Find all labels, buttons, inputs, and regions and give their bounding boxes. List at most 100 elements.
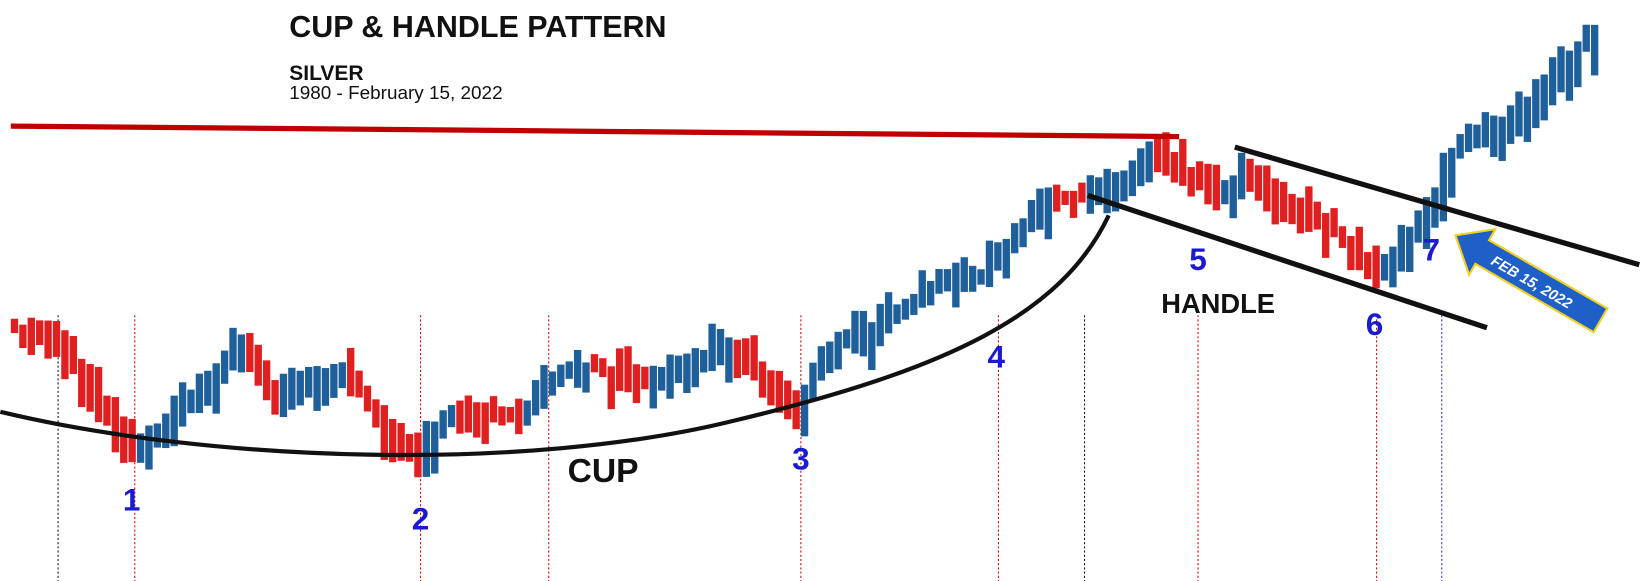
price-bar (481, 402, 489, 444)
price-bar (985, 240, 994, 288)
price-bar (1582, 24, 1590, 52)
price-bar (1397, 224, 1405, 272)
price-bar (304, 366, 313, 398)
price-bar (1322, 212, 1330, 258)
price-bar (1464, 123, 1473, 153)
price-bar (792, 390, 800, 430)
price-bar (1389, 246, 1397, 288)
price-bar (1473, 124, 1481, 149)
price-bar (162, 413, 170, 449)
price-bar (590, 354, 599, 373)
price-bar (1305, 186, 1313, 232)
price-bar (607, 366, 615, 410)
price-bar (817, 346, 826, 381)
price-bar (926, 280, 935, 306)
price-bar (1145, 141, 1153, 183)
price-bar (111, 397, 120, 453)
price-bar (649, 365, 657, 409)
price-bar (1372, 245, 1380, 289)
price-bar (1069, 190, 1078, 218)
price-bar (363, 385, 372, 412)
price-bar (498, 406, 506, 426)
price-bar (229, 327, 237, 371)
price-bar (313, 366, 321, 411)
price-bar (708, 323, 716, 372)
price-bar (473, 402, 481, 438)
price-bar (1162, 132, 1170, 176)
price-bar (347, 347, 355, 397)
price-bar (691, 348, 699, 388)
price-bar (321, 368, 330, 406)
price-bar (380, 405, 388, 460)
price-bar (204, 370, 212, 406)
price-bar (136, 433, 145, 463)
price-bar (935, 269, 943, 294)
point-label: 6 (1366, 306, 1384, 342)
price-bar (918, 270, 926, 308)
price-bar (422, 420, 431, 477)
price-bar (1111, 172, 1120, 212)
price-bar (742, 338, 750, 375)
price-bar (170, 395, 178, 447)
price-bar (128, 418, 136, 463)
price-bar (658, 366, 666, 391)
subtitle: SILVER (289, 62, 363, 85)
price-bar (178, 382, 187, 427)
price-bar (1011, 223, 1019, 254)
price-bar (943, 269, 952, 292)
price-bar (237, 334, 246, 373)
price-bar (515, 398, 523, 435)
price-bar (1187, 166, 1195, 197)
price-bar (1330, 208, 1338, 238)
price-bar (195, 373, 204, 414)
price-bar (784, 380, 792, 420)
price-bar (758, 361, 767, 398)
resistance-line (10, 123, 1180, 140)
price-bar (489, 396, 498, 423)
price-bar (884, 292, 893, 334)
price-bar (1590, 24, 1599, 76)
price-bar (288, 367, 296, 410)
price-bar (36, 320, 44, 346)
price-bar (1061, 190, 1069, 205)
price-bar (1439, 152, 1448, 222)
price-bar (1044, 187, 1052, 240)
price-bar (1204, 163, 1212, 205)
price-bar (876, 303, 884, 347)
price-bar (1296, 197, 1305, 234)
price-bar (61, 330, 69, 380)
price-bar (1053, 184, 1061, 212)
price-bar (1170, 151, 1179, 183)
price-bar (447, 405, 456, 428)
price-bar (910, 293, 918, 315)
price-bar (725, 337, 733, 383)
price-bar (901, 298, 910, 320)
title: CUP & HANDLE PATTERN (289, 10, 666, 44)
price-bar (800, 384, 809, 437)
point-label: 4 (988, 339, 1006, 375)
price-bar (439, 410, 447, 439)
price-bar (1406, 226, 1414, 272)
price-bar (1338, 226, 1347, 248)
price-bar (599, 358, 607, 378)
price-bar (19, 324, 27, 349)
price-bar (10, 318, 19, 334)
price-bar (674, 355, 683, 383)
price-bar (1380, 254, 1389, 281)
price-bar (1540, 74, 1548, 121)
price-bar (1532, 79, 1540, 129)
price-bar (1019, 218, 1027, 248)
price-bar (1128, 160, 1137, 197)
price-bar (1414, 210, 1422, 243)
price-bar (700, 349, 708, 373)
price-bar (716, 329, 725, 366)
price-bar (372, 399, 380, 428)
price-bar (775, 370, 784, 413)
price-bar (1271, 178, 1279, 225)
price-bar (456, 400, 464, 434)
price-bar (1355, 226, 1363, 271)
price-bar (405, 433, 414, 462)
price-bar (69, 336, 77, 375)
price-bar (1027, 200, 1036, 233)
price-bar (750, 335, 758, 381)
